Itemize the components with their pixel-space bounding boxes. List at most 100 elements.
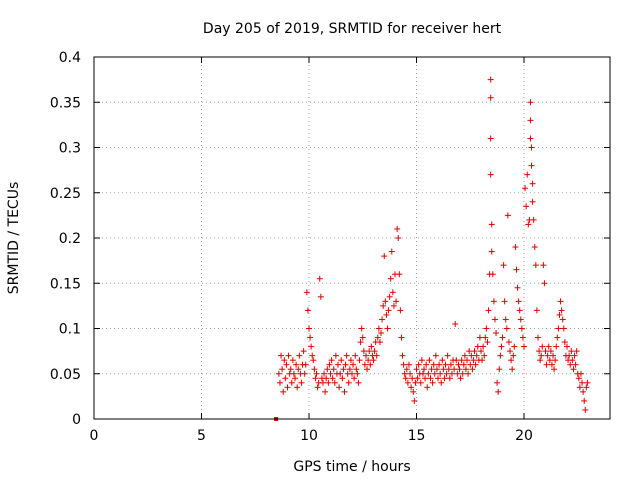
- data-point: [384, 325, 391, 332]
- data-point: [345, 379, 352, 386]
- data-point: [429, 379, 436, 386]
- data-point: [404, 379, 411, 386]
- y-tick-label: 0.05: [50, 367, 81, 383]
- data-point: [424, 384, 431, 391]
- data-point: [343, 352, 350, 359]
- data-point: [550, 352, 557, 359]
- data-point: [542, 348, 549, 355]
- data-point: [341, 388, 348, 395]
- data-point: [308, 343, 315, 350]
- data-point: [393, 298, 400, 305]
- data-point: [525, 221, 532, 228]
- data-point: [553, 343, 560, 350]
- data-point: [278, 352, 285, 359]
- grid: [94, 57, 610, 419]
- data-point: [316, 275, 323, 282]
- data-point: [378, 330, 385, 337]
- data-point: [375, 325, 382, 332]
- data-point: [508, 357, 515, 364]
- data-point: [458, 357, 465, 364]
- data-point: [410, 388, 417, 395]
- data-points: [274, 76, 591, 421]
- data-point: [514, 284, 521, 291]
- data-point: [435, 375, 441, 382]
- y-tick-label: 0.15: [50, 276, 81, 292]
- x-tick-label: 10: [300, 428, 318, 444]
- data-point: [512, 244, 519, 251]
- data-point: [523, 203, 530, 210]
- data-point: [507, 348, 514, 355]
- data-point: [466, 348, 473, 355]
- data-point: [571, 352, 578, 359]
- data-point: [364, 366, 371, 373]
- data-point: [426, 357, 433, 364]
- data-point: [324, 366, 331, 373]
- data-point: [306, 325, 312, 332]
- data-point: [374, 334, 381, 341]
- data-point: [487, 76, 494, 83]
- data-point: [493, 330, 500, 337]
- data-point: [559, 316, 566, 323]
- data-point: [407, 370, 414, 377]
- data-point: [382, 298, 389, 305]
- y-tick-label: 0.2: [59, 231, 81, 247]
- data-point: [360, 348, 367, 355]
- data-point: [413, 366, 420, 373]
- data-point: [422, 375, 429, 382]
- data-point: [412, 379, 419, 386]
- data-point: [544, 352, 551, 359]
- data-point: [321, 370, 328, 377]
- data-point: [309, 352, 316, 359]
- data-point: [368, 343, 375, 350]
- data-point: [552, 357, 559, 364]
- data-point: [482, 334, 489, 341]
- data-point: [288, 379, 295, 386]
- data-point: [577, 370, 584, 377]
- data-point: [555, 325, 562, 332]
- data-point: [428, 366, 435, 373]
- data-point: [462, 366, 469, 373]
- data-point: [289, 357, 296, 364]
- data-point: [487, 135, 494, 142]
- data-point: [488, 248, 495, 255]
- data-point: [572, 361, 579, 368]
- data-point: [386, 293, 393, 300]
- data-point: [453, 357, 460, 364]
- data-point: [350, 361, 357, 368]
- data-point: [522, 185, 529, 192]
- data-point: [480, 343, 487, 350]
- data-point: [537, 357, 544, 364]
- data-point: [358, 325, 365, 332]
- data-point: [388, 248, 395, 255]
- data-point: [487, 171, 494, 178]
- data-point: [445, 366, 452, 373]
- data-point: [566, 352, 573, 359]
- data-point: [370, 357, 377, 364]
- y-tick-label: 0.35: [50, 95, 81, 111]
- data-point: [317, 293, 324, 300]
- data-point: [276, 379, 283, 386]
- data-point: [307, 334, 314, 341]
- data-point: [560, 325, 567, 332]
- y-tick-label: 0.25: [50, 186, 81, 202]
- data-point: [379, 316, 386, 323]
- data-point: [521, 343, 527, 350]
- data-point: [468, 352, 475, 359]
- data-point: [312, 375, 319, 382]
- data-point: [464, 357, 471, 364]
- data-point: [529, 180, 536, 187]
- data-point: [292, 375, 299, 382]
- data-point: [456, 366, 463, 373]
- data-point: [293, 361, 300, 368]
- data-point: [352, 352, 359, 359]
- data-point: [446, 375, 453, 382]
- data-point: [355, 379, 362, 386]
- data-point: [569, 357, 576, 364]
- data-point: [371, 348, 378, 355]
- data-point: [444, 352, 451, 359]
- data-point: [524, 171, 531, 178]
- data-point: [505, 339, 512, 346]
- data-point: [411, 397, 418, 404]
- data-point: [418, 357, 425, 364]
